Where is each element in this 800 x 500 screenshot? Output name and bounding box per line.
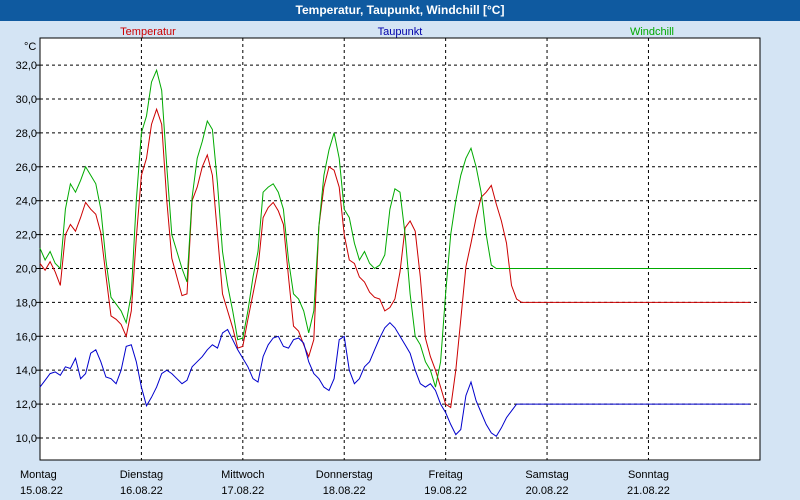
y-axis-unit: °C (24, 41, 36, 53)
x-day-label: Freitag (429, 469, 463, 481)
y-tick-label: 28,0 (16, 128, 37, 140)
x-day-label: Donnerstag (316, 469, 373, 481)
x-date-label: 17.08.22 (221, 485, 264, 497)
y-tick-label: 30,0 (16, 94, 37, 106)
x-date-label: 16.08.22 (120, 485, 163, 497)
series-line-windchill (39, 68, 750, 388)
x-axis-labels: Montag 15.08.22 Dienstag 16.08.22 Mittwoch 17… (20, 469, 670, 497)
x-day-label: Montag (20, 469, 57, 481)
y-tick-label: 18,0 (16, 297, 37, 309)
legend: Temperatur Taupunkt Windchill (120, 26, 674, 38)
x-day-label: Samstag (525, 469, 568, 481)
series-line-taupunkt (39, 321, 750, 438)
y-tick-label: 20,0 (16, 263, 37, 275)
x-date-label: 15.08.22 (20, 485, 63, 497)
series-line-temperatur (39, 107, 750, 409)
legend-item: Windchill (630, 26, 674, 38)
x-date-label: 21.08.22 (627, 485, 670, 497)
legend-item: Temperatur (120, 26, 176, 38)
chart-title: Temperatur, Taupunkt, Windchill [°C] (0, 0, 800, 21)
y-tick-label: 26,0 (16, 162, 37, 174)
x-day-label: Mittwoch (221, 469, 264, 481)
x-date-label: 20.08.22 (526, 485, 569, 497)
y-tick-label: 12,0 (16, 399, 37, 411)
y-tick-label: 16,0 (16, 331, 37, 343)
y-tick-label: 10,0 (16, 433, 37, 445)
legend-item: Taupunkt (378, 26, 423, 38)
y-tick-label: 32,0 (16, 60, 37, 72)
x-day-label: Dienstag (120, 469, 163, 481)
x-date-label: 19.08.22 (424, 485, 467, 497)
grid (40, 38, 760, 460)
y-tick-label: 14,0 (16, 365, 37, 377)
x-day-label: Sonntag (628, 469, 669, 481)
plot-area (40, 38, 760, 460)
y-axis-labels: 32,0 30,0 28,0 26,0 24,0 22,0 20,0 18,0 16,0 14,0… (16, 60, 37, 445)
y-tick-label: 24,0 (16, 196, 37, 208)
y-tick-label: 22,0 (16, 230, 37, 242)
series-lines (39, 68, 750, 438)
x-date-label: 18.08.22 (323, 485, 366, 497)
